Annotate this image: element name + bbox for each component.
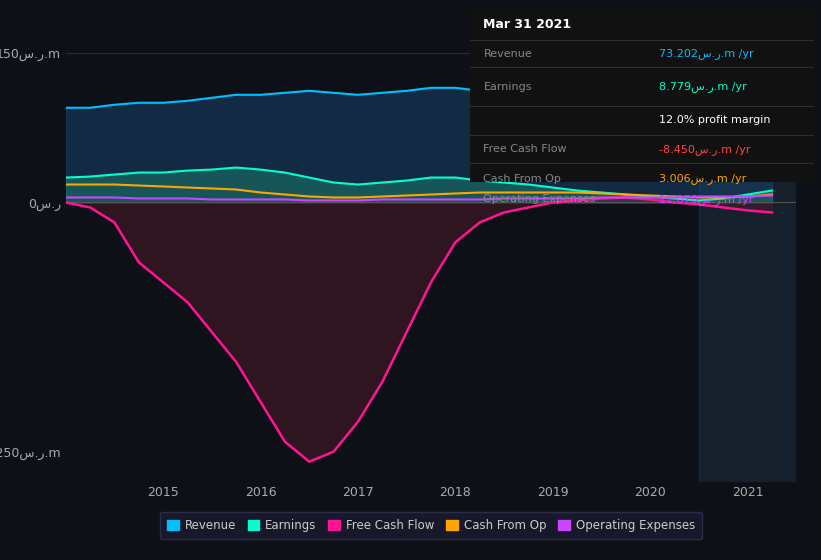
Bar <box>699 28 796 482</box>
Text: Revenue: Revenue <box>484 49 532 59</box>
Text: Mar 31 2021: Mar 31 2021 <box>484 17 571 31</box>
Text: 73.202س.ر.m /yr: 73.202س.ر.m /yr <box>659 48 754 59</box>
Text: Operating Expenses: Operating Expenses <box>484 194 596 204</box>
Text: Free Cash Flow: Free Cash Flow <box>484 144 567 154</box>
Text: 8.779س.ر.m /yr: 8.779س.ر.m /yr <box>659 81 747 92</box>
Text: Earnings: Earnings <box>484 82 532 91</box>
Text: 3.006س.ر.m /yr: 3.006س.ر.m /yr <box>659 173 746 184</box>
Text: -8.450س.ر.m /yr: -8.450س.ر.m /yr <box>659 143 750 155</box>
Legend: Revenue, Earnings, Free Cash Flow, Cash From Op, Operating Expenses: Revenue, Earnings, Free Cash Flow, Cash … <box>159 512 703 539</box>
Text: Cash From Op: Cash From Op <box>484 174 562 184</box>
Text: 12.0% profit margin: 12.0% profit margin <box>659 115 771 125</box>
Text: 11.070س.ر.m /yr: 11.070س.ر.m /yr <box>659 194 754 205</box>
